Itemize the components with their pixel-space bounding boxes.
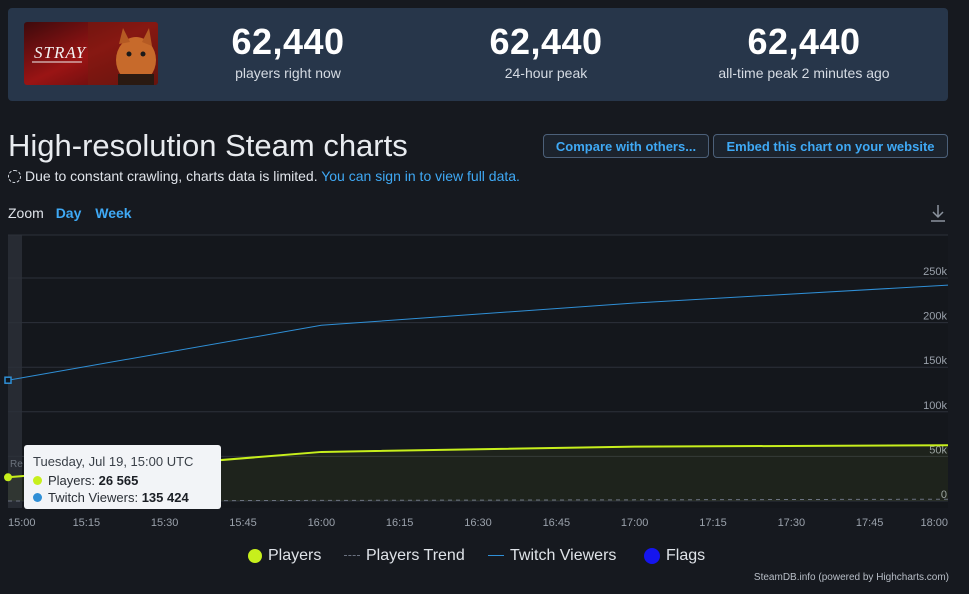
legend-item-players-trend[interactable]: Players Trend bbox=[344, 547, 465, 565]
x-tick-label: 16:00 bbox=[308, 517, 336, 529]
legend-item-flags[interactable]: Flags bbox=[644, 547, 705, 565]
x-tick-label: 17:00 bbox=[621, 517, 649, 529]
trend-legend-icon bbox=[344, 555, 360, 557]
page-title: High-resolution Steam charts bbox=[8, 128, 408, 163]
x-tick-label: 17:45 bbox=[856, 517, 884, 529]
x-tick-label: 17:30 bbox=[778, 517, 806, 529]
sign-in-link[interactable]: You can sign in to view full data. bbox=[321, 168, 520, 184]
tooltip-twitch-value: 135 424 bbox=[141, 490, 189, 505]
x-tick-label: 18:00 bbox=[920, 517, 948, 529]
stat-label: players right now bbox=[235, 65, 341, 81]
game-logo-text: STRAY bbox=[34, 43, 87, 62]
legend-item-twitch-viewers[interactable]: Twitch Viewers bbox=[488, 547, 616, 565]
tooltip-players-label: Players: bbox=[48, 473, 95, 488]
tooltip-twitch-label: Twitch Viewers: bbox=[48, 490, 139, 505]
flags-legend-icon bbox=[644, 547, 660, 564]
legend-label: Flags bbox=[666, 547, 706, 564]
navigator-handle[interactable] bbox=[8, 235, 22, 508]
stat-label: 24-hour peak bbox=[504, 65, 588, 81]
stats-bar: STRAY 62,440 players right now 62,440 24… bbox=[8, 8, 948, 101]
players-dot-icon bbox=[33, 476, 42, 485]
y-tick-label: 200k bbox=[923, 311, 947, 323]
stat-value: 62,440 bbox=[747, 21, 861, 62]
game-thumbnail[interactable]: STRAY bbox=[24, 22, 158, 85]
game-logo-image: STRAY bbox=[24, 22, 158, 85]
twitch-hover-marker bbox=[4, 376, 12, 384]
dashed-circle-icon bbox=[8, 170, 21, 183]
x-tick-label: 15:30 bbox=[151, 517, 179, 529]
chart-tooltip: Tuesday, Jul 19, 15:00 UTC Players: 26 5… bbox=[24, 445, 221, 509]
stat-value: 62,440 bbox=[489, 21, 603, 62]
legend-item-players[interactable]: Players bbox=[248, 547, 321, 565]
crawl-notice: Due to constant crawling, charts data is… bbox=[8, 168, 520, 184]
zoom-label: Zoom bbox=[8, 205, 44, 221]
notice-text: Due to constant crawling, charts data is… bbox=[25, 168, 318, 184]
x-tick-label: 16:45 bbox=[543, 517, 571, 529]
x-tick-label: 15:45 bbox=[229, 517, 257, 529]
x-tick-label: 17:15 bbox=[699, 517, 727, 529]
x-tick-label: 15:15 bbox=[73, 517, 101, 529]
y-tick-label: 250k bbox=[923, 266, 947, 278]
players-legend-icon bbox=[248, 548, 262, 563]
legend-label: Players Trend bbox=[366, 547, 465, 564]
legend-label: Players bbox=[268, 547, 322, 564]
tooltip-players-value: 26 565 bbox=[98, 473, 139, 488]
stat-players-now: 62,440 players right now bbox=[168, 21, 408, 82]
zoom-week-button[interactable]: Week bbox=[95, 205, 132, 221]
twitch-viewers-line bbox=[7, 284, 949, 381]
stat-value: 62,440 bbox=[231, 21, 345, 62]
y-tick-label: 150k bbox=[923, 355, 947, 367]
embed-chart-button[interactable]: Embed this chart on your website bbox=[713, 134, 948, 158]
range-label: Re bbox=[10, 459, 23, 470]
stat-all-time-peak: 62,440 all-time peak 2 minutes ago bbox=[684, 21, 924, 82]
twitch-dot-icon bbox=[33, 493, 42, 502]
y-tick-label: 0 bbox=[941, 489, 947, 501]
y-tick-label: 50k bbox=[929, 444, 947, 456]
x-axis: 15:00 15:15 15:30 15:45 16:00 16:15 16:30 16:45… bbox=[8, 517, 948, 529]
tooltip-players-row: Players: 26 565 bbox=[33, 472, 212, 489]
download-icon[interactable] bbox=[928, 203, 948, 223]
players-hover-marker bbox=[4, 473, 12, 482]
legend-label: Twitch Viewers bbox=[510, 547, 617, 564]
compare-button[interactable]: Compare with others... bbox=[543, 134, 709, 158]
stat-24h-peak: 62,440 24-hour peak bbox=[426, 21, 666, 82]
chart-legend: Players Players Trend Twitch Viewers Fla… bbox=[0, 547, 969, 569]
x-tick-label: 15:00 bbox=[8, 517, 36, 529]
zoom-day-button[interactable]: Day bbox=[55, 205, 82, 221]
x-tick-label: 16:15 bbox=[386, 517, 414, 529]
twitch-legend-icon bbox=[488, 555, 504, 557]
tooltip-title: Tuesday, Jul 19, 15:00 UTC bbox=[33, 454, 194, 469]
zoom-controls: Zoom Day Week bbox=[8, 205, 142, 221]
x-tick-label: 16:30 bbox=[464, 517, 492, 529]
chart-credit[interactable]: SteamDB.info (powered by Highcharts.com) bbox=[753, 572, 949, 583]
tooltip-twitch-row: Twitch Viewers: 135 424 bbox=[33, 489, 212, 506]
y-axis: 0 50k 100k 150k 200k 250k bbox=[923, 266, 947, 501]
stat-label: all-time peak 2 minutes ago bbox=[718, 65, 890, 81]
y-tick-label: 100k bbox=[923, 400, 947, 412]
